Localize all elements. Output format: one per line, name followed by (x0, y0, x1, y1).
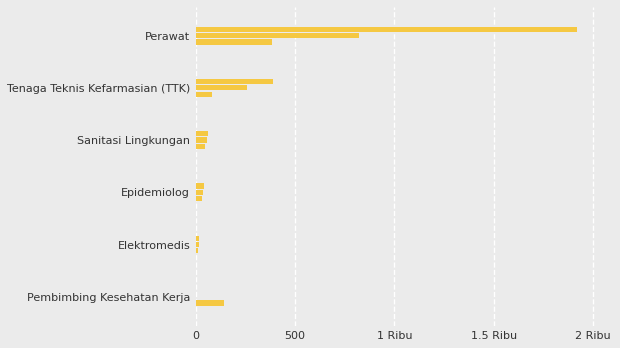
Bar (196, 236, 199, 241)
Bar (196, 242, 198, 247)
Bar (196, 190, 203, 195)
Bar (196, 39, 272, 45)
Bar (196, 183, 204, 189)
Bar (196, 131, 208, 136)
Bar (196, 300, 224, 306)
Bar (196, 33, 359, 38)
Bar (196, 144, 205, 149)
Bar (196, 248, 198, 253)
Bar (196, 85, 247, 90)
Bar (196, 79, 273, 84)
Bar (196, 137, 206, 143)
Bar (196, 92, 211, 97)
Bar (196, 196, 202, 201)
Bar (196, 27, 577, 32)
